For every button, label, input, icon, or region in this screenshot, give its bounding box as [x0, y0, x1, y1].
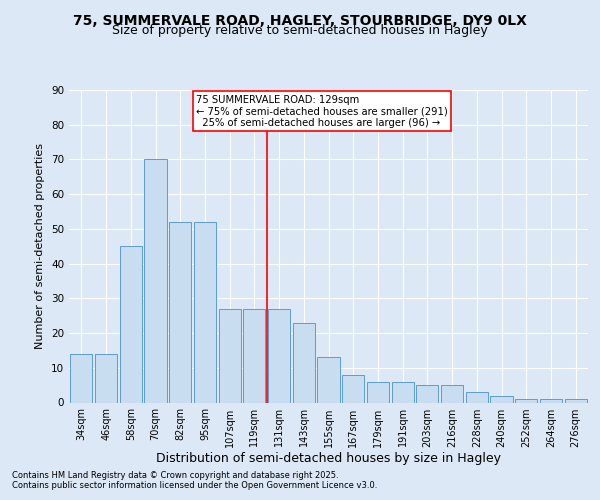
Text: 75 SUMMERVALE ROAD: 129sqm
← 75% of semi-detached houses are smaller (291)
  25%: 75 SUMMERVALE ROAD: 129sqm ← 75% of semi… [196, 94, 448, 128]
Bar [515, 399, 538, 402]
Bar [194, 222, 216, 402]
Bar [268, 308, 290, 402]
Text: 75, SUMMERVALE ROAD, HAGLEY, STOURBRIDGE, DY9 0LX: 75, SUMMERVALE ROAD, HAGLEY, STOURBRIDGE… [73, 14, 527, 28]
Bar [317, 358, 340, 403]
Text: Contains HM Land Registry data © Crown copyright and database right 2025.: Contains HM Land Registry data © Crown c… [12, 471, 338, 480]
Bar [119, 246, 142, 402]
Y-axis label: Number of semi-detached properties: Number of semi-detached properties [35, 143, 46, 349]
Bar [540, 399, 562, 402]
Bar [342, 374, 364, 402]
X-axis label: Distribution of semi-detached houses by size in Hagley: Distribution of semi-detached houses by … [156, 452, 501, 466]
Bar [145, 160, 167, 402]
Bar [490, 396, 512, 402]
Text: Contains public sector information licensed under the Open Government Licence v3: Contains public sector information licen… [12, 481, 377, 490]
Text: Size of property relative to semi-detached houses in Hagley: Size of property relative to semi-detach… [112, 24, 488, 37]
Bar [95, 354, 117, 403]
Bar [243, 308, 265, 402]
Bar [416, 385, 439, 402]
Bar [218, 308, 241, 402]
Bar [392, 382, 414, 402]
Bar [565, 399, 587, 402]
Bar [70, 354, 92, 403]
Bar [441, 385, 463, 402]
Bar [169, 222, 191, 402]
Bar [293, 322, 315, 402]
Bar [466, 392, 488, 402]
Bar [367, 382, 389, 402]
